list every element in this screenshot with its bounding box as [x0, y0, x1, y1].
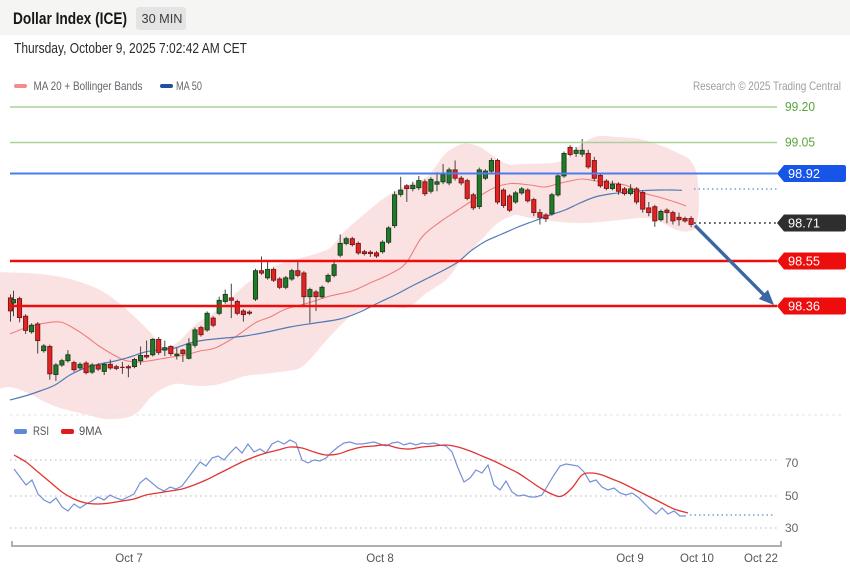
svg-text:Oct 10: Oct 10: [680, 553, 714, 565]
svg-text:Thursday, October 9, 2025 7:02: Thursday, October 9, 2025 7:02:42 AM CET: [14, 41, 247, 57]
svg-text:Oct 9: Oct 9: [616, 553, 643, 565]
svg-text:99.20: 99.20: [785, 100, 815, 114]
svg-text:50: 50: [785, 489, 799, 503]
svg-text:RSI: RSI: [33, 426, 49, 438]
svg-text:98.92: 98.92: [788, 166, 820, 181]
svg-text:30 MIN: 30 MIN: [142, 11, 183, 26]
svg-text:Research © 2025 Trading Centra: Research © 2025 Trading Central: [693, 79, 841, 93]
svg-text:98.71: 98.71: [788, 216, 820, 231]
svg-text:70: 70: [785, 456, 799, 470]
svg-text:9MA: 9MA: [79, 426, 102, 438]
svg-text:MA 20 + Bollinger Bands: MA 20 + Bollinger Bands: [34, 79, 143, 93]
svg-text:30: 30: [785, 521, 799, 535]
svg-text:98.36: 98.36: [788, 299, 820, 314]
svg-text:98.55: 98.55: [788, 254, 820, 269]
svg-text:99.05: 99.05: [785, 136, 815, 150]
svg-text:Oct 7: Oct 7: [115, 553, 142, 565]
svg-text:Oct 22: Oct 22: [744, 553, 778, 565]
svg-text:MA 50: MA 50: [176, 79, 202, 93]
svg-text:Dollar Index (ICE): Dollar Index (ICE): [13, 9, 127, 28]
svg-text:Oct 8: Oct 8: [366, 553, 393, 565]
